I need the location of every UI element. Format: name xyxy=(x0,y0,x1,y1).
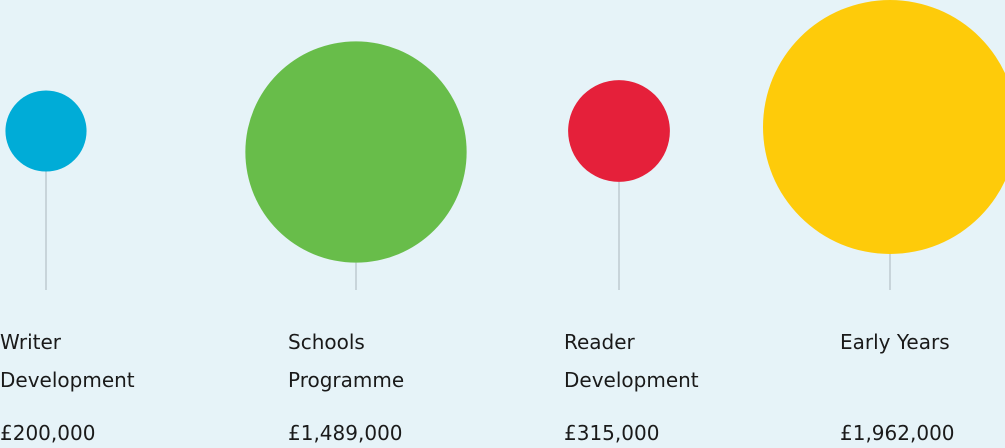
category-label: Schools Programme xyxy=(288,330,405,392)
bubble xyxy=(5,90,87,172)
bubble xyxy=(245,41,467,263)
value-label: £200,000 xyxy=(0,421,96,445)
category-label: Writer Development xyxy=(0,330,135,392)
category-label: Early Years xyxy=(840,330,950,354)
value-label: £315,000 xyxy=(564,421,660,445)
value-label: £1,489,000 xyxy=(288,421,403,445)
bubble xyxy=(568,80,670,182)
bubble xyxy=(763,0,1005,254)
category-label: Reader Development xyxy=(564,330,699,392)
value-label: £1,962,000 xyxy=(840,421,955,445)
